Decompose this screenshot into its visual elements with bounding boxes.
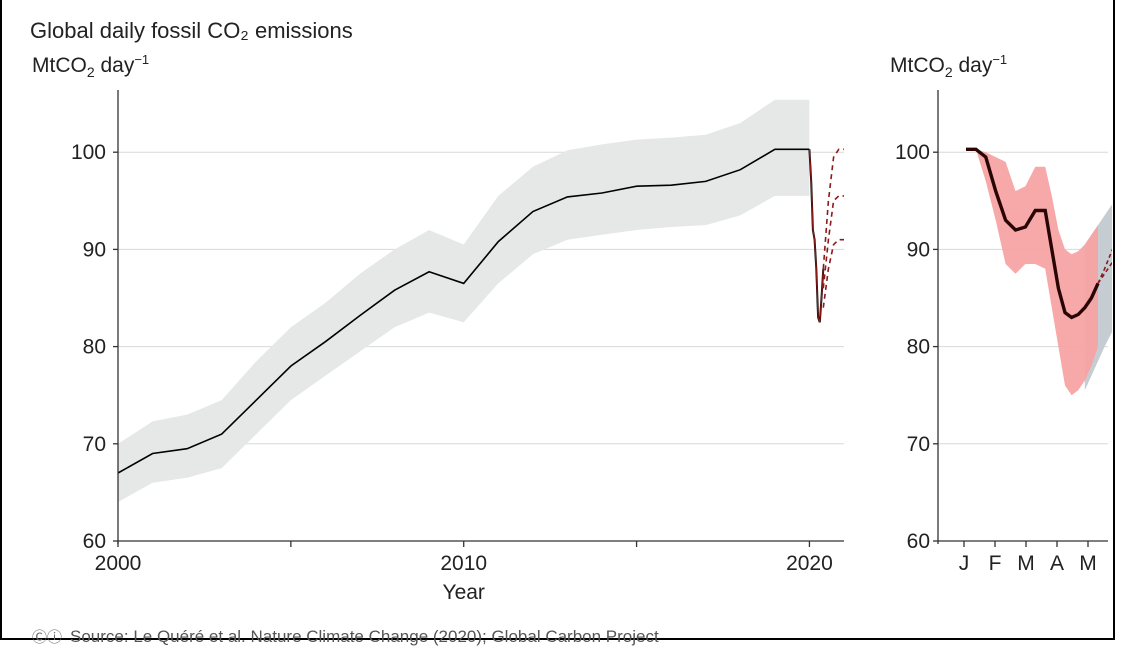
red-uncertainty-band [966,149,1098,396]
source-text: Source: Le Quéré et al. Nature Climate C… [70,627,659,646]
annual-emissions-chart: 60 70 80 90 100 2000 2010 2020 Year [71,90,844,604]
chart-title: Global daily fossil CO₂ emissions [30,18,353,43]
source-footer: Ⓒⓘ Source: Le Quéré et al. Nature Climate… [32,626,659,647]
x-tick-label: 2020 [786,552,833,575]
y-tick-label: 60 [83,530,106,553]
x-tick-label: M [1017,552,1035,575]
drop-2020-highlight [808,149,824,323]
x-tick-label: M [1079,552,1097,575]
daily-emissions-line [966,147,1100,320]
projection-line [822,148,844,269]
x-tick-label: A [1050,552,1064,575]
x-tick-label: F [989,552,1002,575]
y-tick-label: 80 [907,336,930,359]
right-y-unit: MtCO2 day−1 [890,52,1008,81]
left-y-unit: MtCO2 day−1 [32,52,150,81]
projection-line [822,238,844,308]
y-tick-label: 60 [907,530,930,553]
x-axis-label: Year [442,581,484,604]
y-tick-label: 100 [895,141,930,164]
x-tick-label: 2000 [95,552,142,575]
x-tick-label: 2010 [440,552,487,575]
projection-line [822,195,844,289]
y-tick-label: 70 [83,433,106,456]
projection-line [1097,261,1112,284]
creative-commons-icon: Ⓒⓘ [32,629,63,646]
uncertainty-band [118,99,810,503]
y-tick-label: 70 [907,433,930,456]
projection-line [1097,248,1112,284]
emissions-line [117,148,810,474]
y-tick-label: 90 [907,238,930,261]
x-tick-label: J [959,552,970,575]
y-tick-label: 90 [83,238,106,261]
y-tick-label: 80 [83,336,106,359]
y-tick-label: 100 [71,141,106,164]
